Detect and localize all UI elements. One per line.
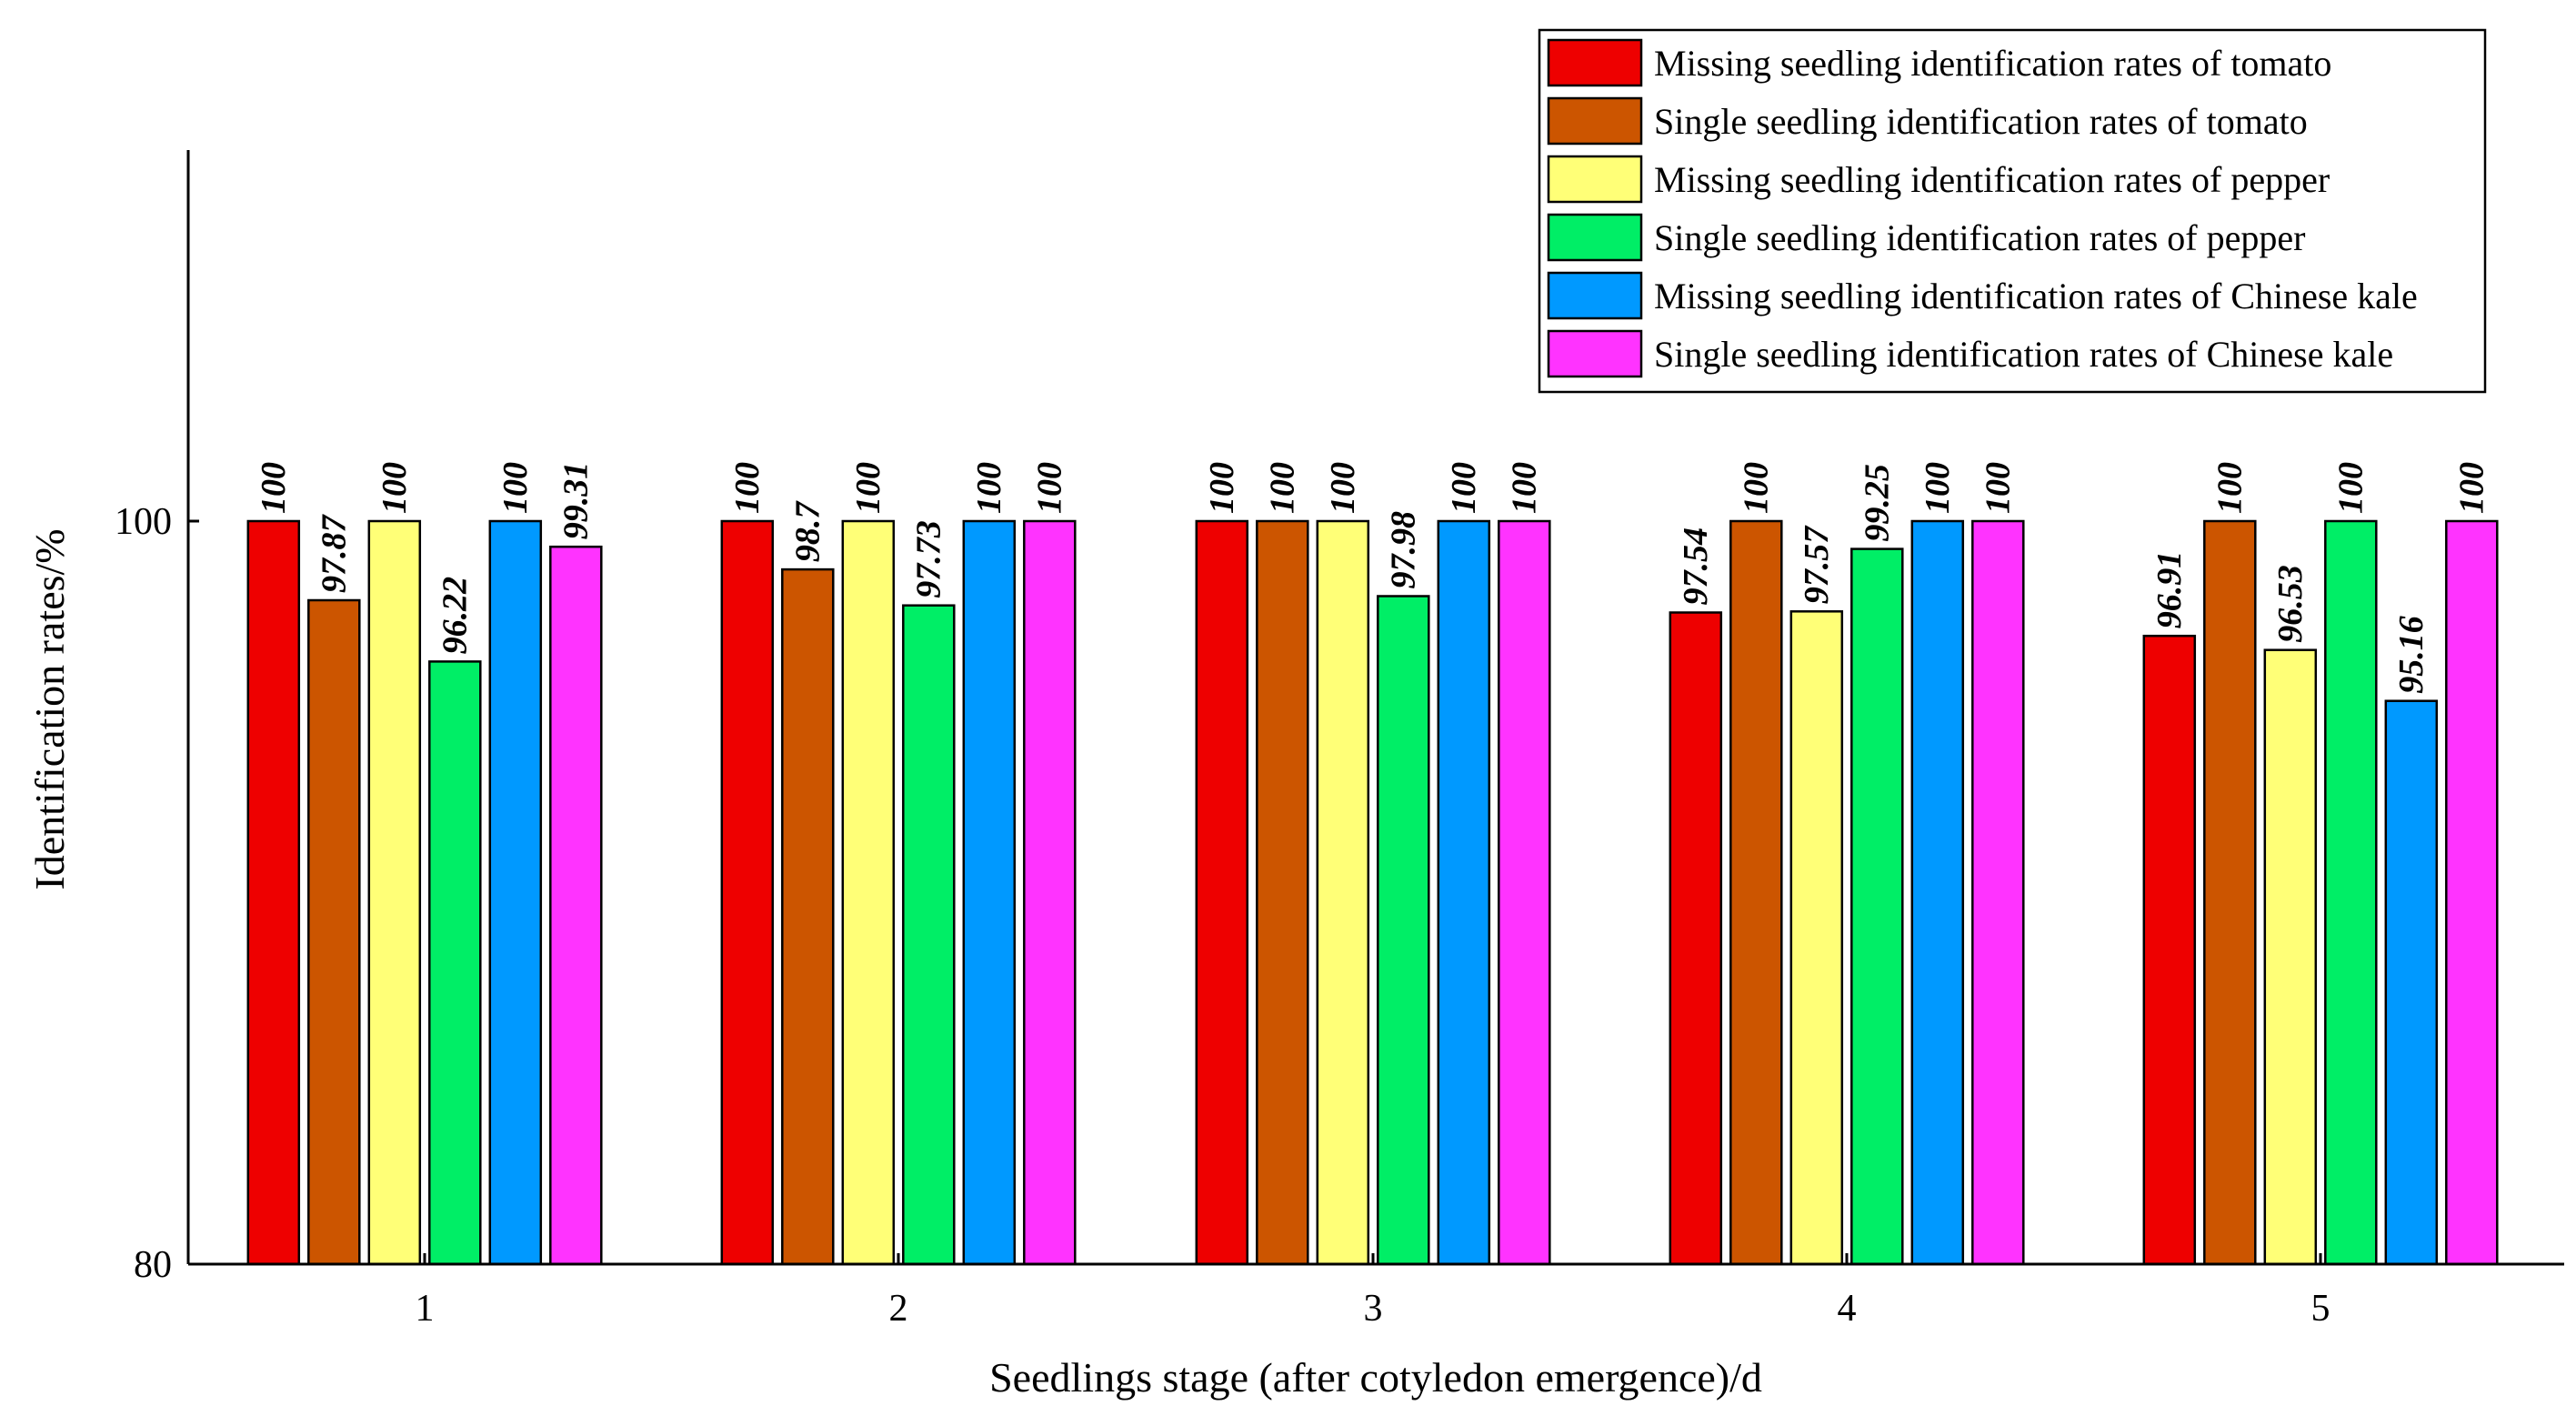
bar-stage5-series6 [2445,519,2499,1266]
y-tick-label-100: 100 [115,501,172,543]
value-labels-layer: 100 97.87 100 96.22 100 99.31 100 98.7 100 97.73 1… [255,462,2491,694]
bar-stage4-series6 [1971,519,2025,1266]
legend-swatch-3 [1547,155,1643,204]
legend-label-3: Missing seedling identification rates of… [1654,159,2330,200]
bar-stage3-series6 [1498,519,1551,1266]
value-label-stage5-series3: 96.53 [2271,565,2310,643]
value-label-stage2-series6: 100 [1030,462,1068,514]
bar-stage5-series2 [2203,519,2257,1266]
value-label-stage2-series2: 98.7 [788,500,827,563]
bar-stage4-series1 [1669,611,1723,1266]
value-label-stage3-series1: 100 [1203,462,1241,514]
value-label-stage2-series5: 100 [970,462,1008,514]
legend: Missing seedling identification rates of… [1538,28,2487,394]
legend-label-2: Single seedling identification rates of … [1654,101,2308,142]
y-axis-title: Identification rates/% [26,528,73,889]
value-label-stage5-series6: 100 [2452,462,2491,514]
bar-stage5-series1 [2142,634,2197,1266]
bar-stage1-series6 [549,545,603,1266]
bar-stage3-series1 [1195,519,1249,1266]
x-tick-label-2: 2 [889,1288,908,1330]
value-label-stage1-series3: 100 [376,462,414,514]
value-label-stage1-series1: 100 [255,462,293,514]
value-label-stage3-series2: 100 [1263,462,1301,514]
legend-swatch-4 [1547,213,1643,262]
legend-swatch-2 [1547,96,1643,146]
value-label-stage4-series4: 99.25 [1858,464,1896,542]
x-tick-label-3: 3 [1364,1288,1383,1330]
value-label-stage4-series6: 100 [1979,462,2017,514]
value-label-stage5-series1: 96.91 [2150,551,2189,629]
bar-stage1-series5 [488,519,543,1266]
legend-swatch-5 [1547,271,1643,320]
value-label-stage2-series4: 97.73 [909,520,947,598]
bar-stage5-series4 [2324,519,2378,1266]
bar-stage5-series3 [2263,648,2318,1266]
value-label-stage1-series6: 99.31 [556,462,595,540]
value-label-stage4-series1: 97.54 [1677,527,1715,606]
y-tick-label-80: 80 [134,1244,172,1286]
x-tick-label-4: 4 [1838,1288,1857,1330]
legend-swatch-6 [1547,329,1643,378]
y-ticks: 80 100 [115,501,199,1286]
bar-stage3-series2 [1256,519,1309,1266]
value-label-stage5-series5: 95.16 [2392,616,2431,694]
legend-label-5: Missing seedling identification rates of… [1654,276,2418,316]
x-axis-title: Seedlings stage (after cotyledon emergen… [989,1354,1762,1401]
value-label-stage2-series1: 100 [728,462,767,514]
x-tick-label-1: 1 [416,1288,435,1330]
legend-swatch-1 [1547,38,1643,87]
value-label-stage5-series4: 100 [2331,462,2370,514]
bar-stage2-series3 [841,519,896,1266]
bar-stage3-series3 [1316,519,1370,1266]
value-label-stage1-series4: 96.22 [436,577,474,655]
x-ticks: 1 2 3 4 5 [416,1253,2330,1330]
bar-stage1-series2 [307,598,361,1266]
value-label-stage4-series2: 100 [1737,462,1775,514]
bars-layer [246,519,2499,1266]
bar-stage4-series5 [1910,519,1965,1266]
bar-stage2-series1 [720,519,775,1266]
bar-stage2-series6 [1023,519,1077,1266]
axes [186,150,2564,1266]
bar-stage1-series3 [367,519,422,1266]
bar-stage3-series4 [1377,595,1430,1266]
value-label-stage3-series4: 97.98 [1384,511,1422,589]
bar-stage5-series5 [2384,699,2439,1266]
legend-label-1: Missing seedling identification rates of… [1654,43,2331,84]
value-label-stage3-series6: 100 [1505,462,1543,514]
value-label-stage1-series5: 100 [496,462,535,514]
value-label-stage1-series2: 97.87 [315,514,353,594]
value-label-stage4-series3: 97.57 [1798,525,1836,605]
value-label-stage2-series3: 100 [849,462,887,514]
value-label-stage5-series2: 100 [2210,462,2249,514]
bar-stage1-series4 [428,660,482,1266]
bar-stage2-series4 [902,604,956,1266]
value-label-stage3-series5: 100 [1445,462,1483,514]
legend-box [1538,28,2487,394]
value-label-stage4-series5: 100 [1919,462,1957,514]
x-tick-label-5: 5 [2311,1288,2330,1330]
legend-label-4: Single seedling identification rates of … [1654,217,2305,258]
bar-stage1-series1 [246,519,301,1266]
bar-stage4-series2 [1729,519,1783,1266]
bar-stage2-series2 [781,567,835,1266]
legend-label-6: Single seedling identification rates of … [1654,334,2393,375]
value-label-stage3-series3: 100 [1324,462,1362,514]
bar-stage2-series5 [962,519,1017,1266]
bar-stage3-series5 [1437,519,1491,1266]
bar-stage4-series3 [1789,610,1844,1266]
bar-stage4-series4 [1850,547,1904,1266]
